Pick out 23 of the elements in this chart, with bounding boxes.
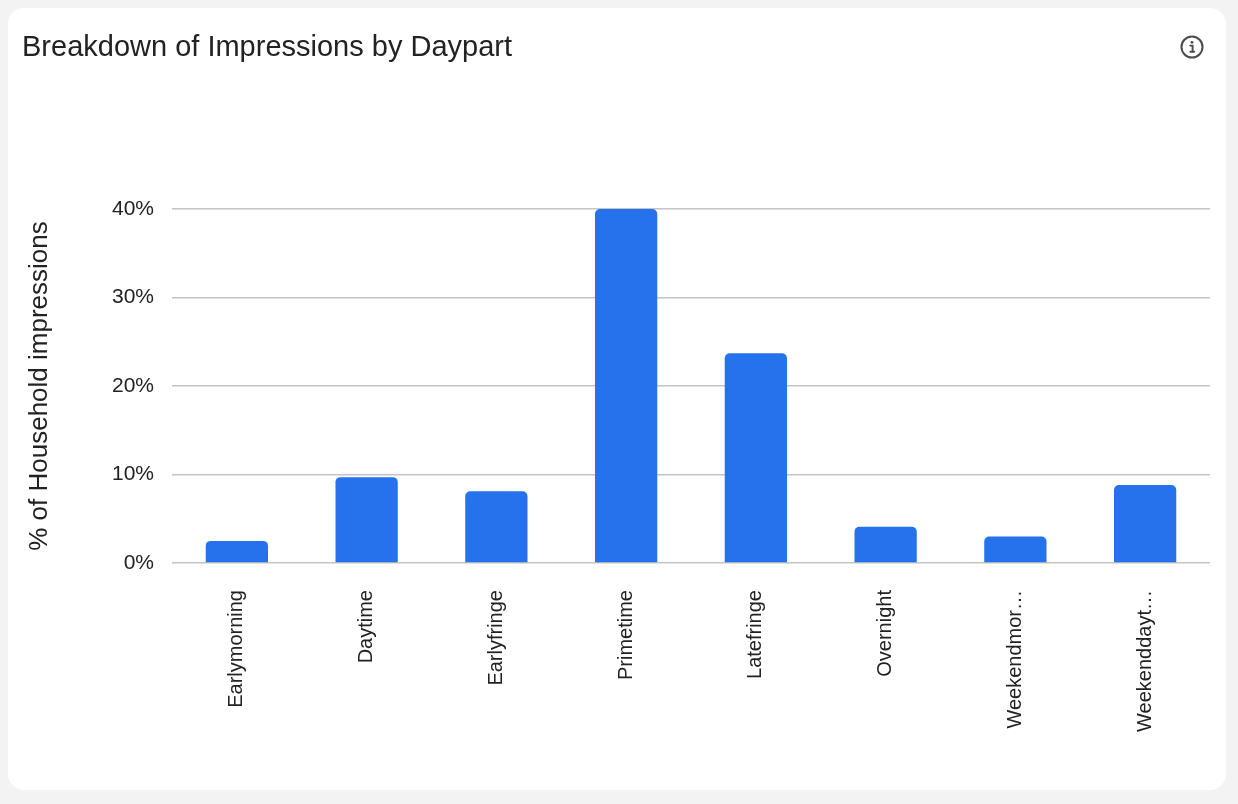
x-tick-label: Latefringe (743, 590, 766, 679)
x-tick-label: Earlyfringe (483, 590, 506, 686)
x-tick-label: Weekenddayt… (1132, 590, 1155, 732)
bar (594, 209, 658, 563)
bar (984, 536, 1047, 563)
y-tick-label: 40% (111, 195, 154, 219)
bar (465, 491, 528, 563)
y-axis-title: % of Household impressions (22, 221, 53, 551)
x-tick-label: Weekendmor… (1002, 590, 1025, 729)
bar (205, 540, 269, 563)
y-tick-label: 10% (111, 461, 154, 485)
x-tick-label: Overnight (873, 589, 896, 677)
x-tick-label: Primetime (613, 590, 636, 681)
y-tick-label: 20% (111, 372, 154, 396)
bar (854, 526, 917, 563)
bar (335, 477, 398, 563)
chart-title: Breakdown of Impressions by Daypart (22, 30, 512, 63)
x-tick-label: Earlymorning (224, 590, 247, 708)
x-tick-label: Daytime (354, 590, 377, 664)
y-tick-label: 0% (123, 549, 154, 573)
y-tick-label: 30% (111, 284, 154, 308)
bar (1113, 485, 1177, 563)
bar (724, 353, 788, 563)
